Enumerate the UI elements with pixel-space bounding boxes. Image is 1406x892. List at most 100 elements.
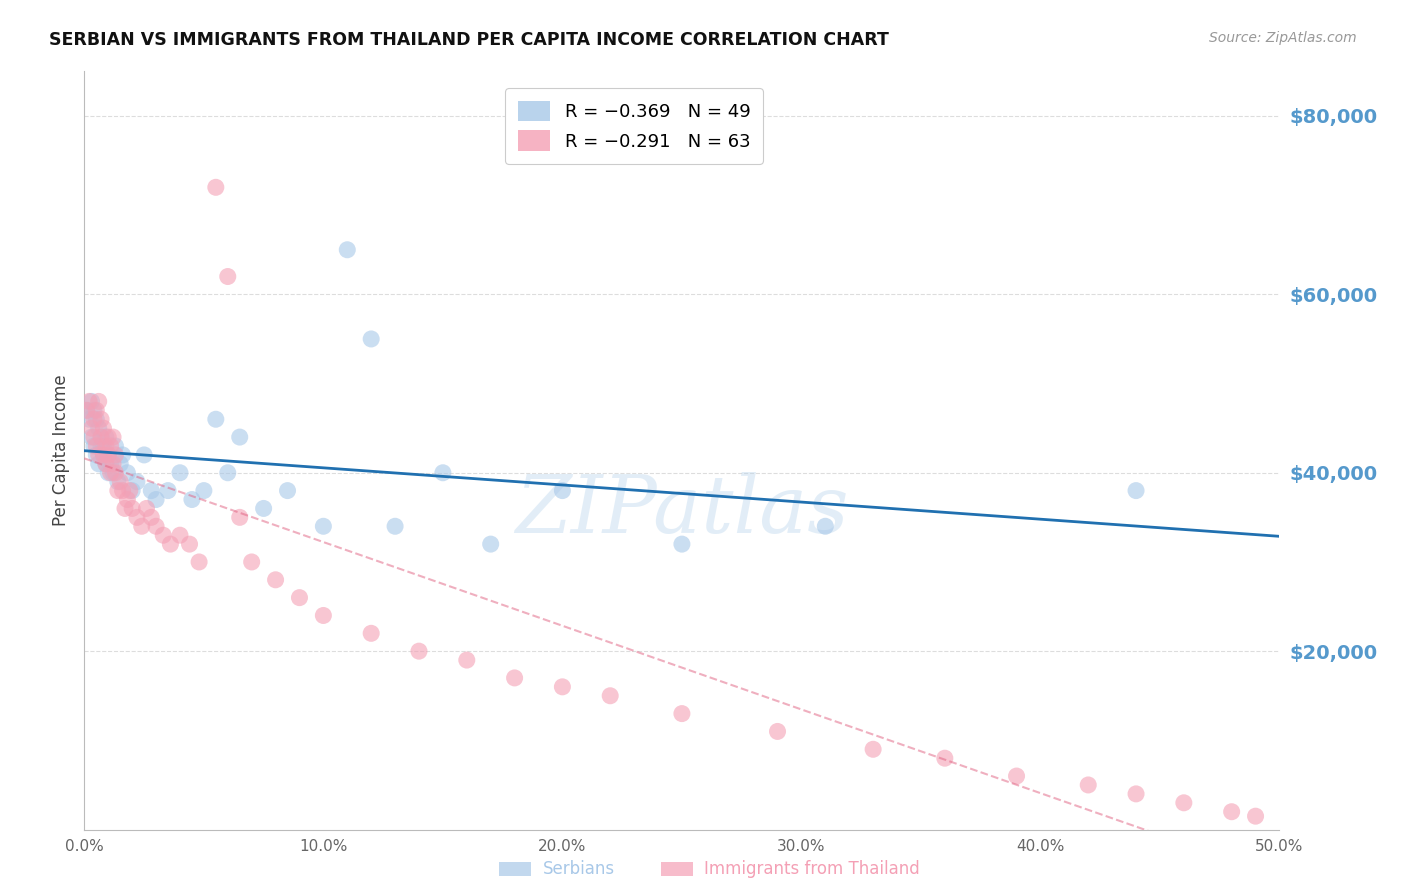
Point (76, 403, 98, 417)
Point (479, 537, 502, 551)
Point (253, 501, 276, 516)
Point (217, 466, 239, 480)
Point (456, 653, 478, 667)
Point (169, 466, 191, 480)
Point (132, 448, 156, 462)
Point (101, 466, 124, 480)
Point (86, 448, 108, 462)
Point (101, 430, 124, 444)
Point (87, 394, 110, 409)
Point (205, 180, 228, 194)
Point (599, 689, 621, 703)
Point (264, 573, 287, 587)
Point (671, 706, 693, 721)
Point (205, 412, 228, 426)
Point (125, 510, 148, 524)
Point (90, 412, 112, 426)
Point (671, 537, 693, 551)
Text: SERBIAN VS IMMIGRANTS FROM THAILAND PER CAPITA INCOME CORRELATION CHART: SERBIAN VS IMMIGRANTS FROM THAILAND PER … (49, 31, 889, 49)
Point (100, 466, 122, 480)
Point (1244, 809, 1267, 823)
Point (229, 510, 252, 524)
Point (117, 492, 139, 507)
Point (766, 724, 789, 739)
Point (159, 537, 181, 551)
Point (141, 510, 163, 524)
Point (97, 448, 120, 462)
Point (97, 448, 120, 462)
Point (86, 412, 108, 426)
Point (229, 430, 252, 444)
Point (408, 644, 430, 658)
Point (80, 430, 103, 444)
Point (87, 448, 110, 462)
Point (240, 555, 263, 569)
Point (107, 483, 129, 498)
Point (181, 492, 204, 507)
Point (83, 439, 105, 453)
Point (145, 492, 167, 507)
Point (87, 457, 110, 471)
Point (1220, 805, 1243, 819)
Point (814, 519, 837, 533)
Point (104, 439, 127, 453)
Point (90, 430, 112, 444)
Point (360, 626, 382, 640)
Point (1077, 778, 1099, 792)
Point (90, 439, 112, 453)
Point (152, 528, 174, 542)
Point (86, 439, 108, 453)
Point (288, 591, 311, 605)
Point (1125, 787, 1147, 801)
Point (1005, 769, 1028, 783)
Point (110, 475, 132, 489)
Point (934, 751, 956, 765)
Point (87, 421, 110, 435)
Point (80, 394, 103, 409)
Point (1173, 796, 1195, 810)
Text: ZIPatlas: ZIPatlas (515, 473, 849, 549)
Point (312, 519, 335, 533)
Text: Source: ZipAtlas.com: Source: ZipAtlas.com (1209, 31, 1357, 45)
Point (86, 403, 108, 417)
Point (90, 430, 112, 444)
Point (94, 430, 117, 444)
Point (101, 457, 124, 471)
Point (117, 466, 139, 480)
Point (83, 430, 105, 444)
Point (157, 483, 180, 498)
Point (114, 501, 136, 516)
Point (83, 403, 105, 417)
Point (862, 742, 884, 756)
Point (77, 412, 100, 426)
Point (179, 537, 201, 551)
Point (100, 439, 122, 453)
Point (551, 680, 574, 694)
Point (121, 501, 143, 516)
Point (107, 475, 129, 489)
Y-axis label: Per Capita Income: Per Capita Income (52, 375, 70, 526)
Point (80, 421, 103, 435)
Point (93, 448, 115, 462)
Point (312, 608, 335, 623)
Point (277, 483, 299, 498)
Text: Immigrants from Thailand: Immigrants from Thailand (704, 860, 920, 878)
Point (76, 403, 98, 417)
Point (111, 448, 134, 462)
Point (104, 448, 127, 462)
Point (93, 421, 115, 435)
Point (121, 483, 143, 498)
Point (217, 269, 239, 284)
Point (432, 466, 454, 480)
Point (104, 466, 127, 480)
Point (188, 555, 211, 569)
Point (94, 457, 117, 471)
Point (77, 394, 100, 409)
Point (83, 412, 105, 426)
Point (384, 519, 406, 533)
Point (145, 519, 167, 533)
Point (94, 457, 117, 471)
Point (336, 243, 359, 257)
Point (551, 483, 574, 498)
Point (360, 332, 382, 346)
